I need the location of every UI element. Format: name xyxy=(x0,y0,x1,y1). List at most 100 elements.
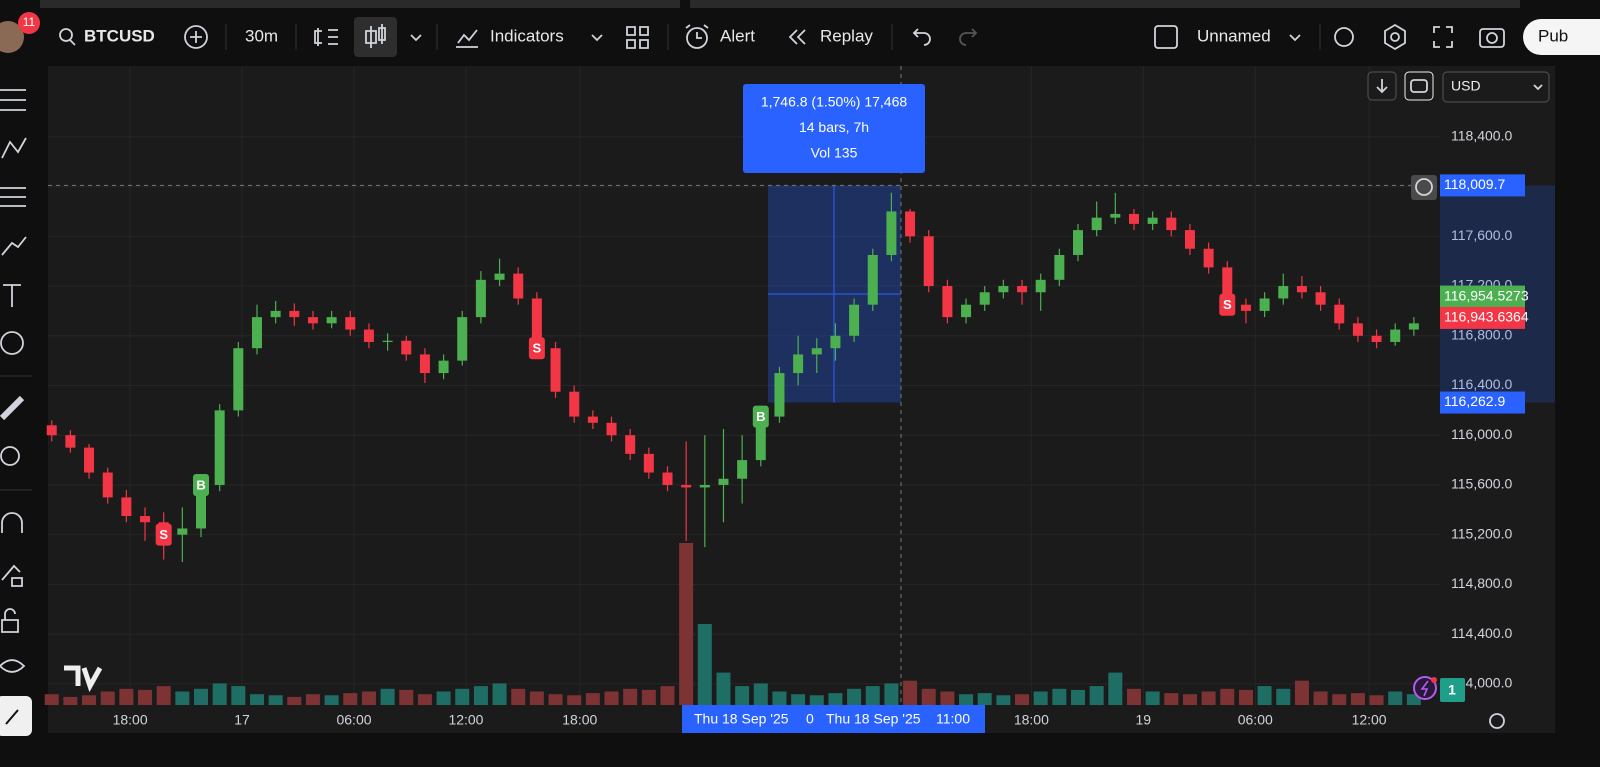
candle-body xyxy=(699,484,710,488)
fullscreen[interactable] xyxy=(1433,26,1453,48)
text-tool[interactable] xyxy=(3,284,21,307)
layout-name[interactable]: Unnamed xyxy=(1197,26,1271,45)
candle-body xyxy=(1035,279,1046,293)
candle-body xyxy=(1222,267,1233,305)
crosshair-tool[interactable] xyxy=(0,89,26,111)
bars-icon[interactable] xyxy=(314,28,338,46)
lock-tool[interactable] xyxy=(1,608,19,633)
volume-bar xyxy=(1276,688,1291,705)
candle-body xyxy=(1334,304,1345,324)
candle-body xyxy=(606,422,617,436)
candle-body xyxy=(923,236,934,287)
candle-body xyxy=(793,354,804,374)
signal-marker xyxy=(155,523,172,546)
crosshair-add xyxy=(1415,178,1433,196)
ruler-tool[interactable] xyxy=(0,395,25,421)
measure-tooltip xyxy=(743,84,925,173)
volume-bar xyxy=(828,693,843,705)
candle-body xyxy=(233,348,244,411)
currency-select[interactable] xyxy=(1442,71,1550,103)
interval[interactable]: 30m xyxy=(245,26,278,45)
volume-bar xyxy=(1015,694,1030,705)
undo[interactable] xyxy=(912,28,931,46)
volume-bar xyxy=(809,695,824,705)
candle-icon xyxy=(365,24,386,48)
publish[interactable]: Pub xyxy=(1538,26,1568,45)
volume-bar xyxy=(1126,688,1141,705)
chevron[interactable] xyxy=(591,34,603,42)
candle-body xyxy=(886,211,897,255)
candle-body xyxy=(270,310,281,318)
trend-tool[interactable] xyxy=(1,137,27,159)
volume-bar xyxy=(548,694,563,705)
volume-bar xyxy=(567,695,582,705)
publish-button[interactable] xyxy=(1523,19,1600,55)
volume-bar xyxy=(679,543,694,705)
measure-text: 14 bars, 7h xyxy=(799,119,869,135)
volume-bar xyxy=(100,691,115,705)
chevron[interactable] xyxy=(410,34,422,42)
volume-bar xyxy=(492,683,507,705)
templates-icon[interactable] xyxy=(626,26,649,49)
sync-button[interactable] xyxy=(1404,71,1434,101)
settings xyxy=(1390,32,1400,42)
link-button[interactable] xyxy=(0,696,32,736)
x-tick-label: 12:00 xyxy=(1352,712,1387,728)
hide-tool[interactable] xyxy=(0,659,26,673)
axis-settings[interactable] xyxy=(1489,713,1505,729)
settings[interactable] xyxy=(1384,23,1406,51)
fib-tool[interactable] xyxy=(0,187,26,207)
symbol[interactable]: BTCUSD xyxy=(84,26,155,45)
indicators[interactable]: Indicators xyxy=(490,26,564,45)
replay-icon[interactable] xyxy=(788,29,806,45)
lock-drawings[interactable] xyxy=(1,564,23,587)
volume-bar xyxy=(1406,694,1421,705)
volume-bar xyxy=(1182,694,1197,705)
avatar[interactable] xyxy=(0,21,24,53)
volume-bar xyxy=(417,694,432,705)
volume-bar xyxy=(82,695,97,705)
volume-bar xyxy=(455,688,470,705)
add-symbol[interactable] xyxy=(184,25,208,49)
chevron[interactable] xyxy=(1289,34,1301,42)
x-tick-label: 18:00 xyxy=(562,712,597,728)
indicators-icon[interactable] xyxy=(456,29,478,48)
candle-body xyxy=(830,335,841,349)
alert[interactable]: Alert xyxy=(720,26,755,45)
volume-bar xyxy=(697,624,712,705)
zoom-tool[interactable] xyxy=(0,446,20,466)
magnet-tool[interactable] xyxy=(1,512,23,533)
quick-search[interactable] xyxy=(1334,27,1354,47)
candle-body xyxy=(251,317,262,349)
replay[interactable]: Replay xyxy=(820,26,873,45)
candle-body xyxy=(1390,329,1401,342)
volume-bar xyxy=(847,688,862,705)
y-tick-label: 115,600.0 xyxy=(1451,476,1512,492)
currency[interactable]: USD xyxy=(1451,78,1481,94)
layout-icon[interactable] xyxy=(1154,25,1178,49)
candle-body xyxy=(1408,323,1419,330)
alerts-badge[interactable] xyxy=(1440,678,1465,702)
candle-body xyxy=(1091,217,1102,231)
alerts-icon[interactable] xyxy=(1413,676,1437,700)
brush-tool[interactable] xyxy=(1,236,27,256)
candle-body xyxy=(46,425,57,436)
chart-panel xyxy=(48,66,1555,733)
candle-body xyxy=(1278,286,1289,299)
x-tick-label: 12:00 xyxy=(448,712,483,728)
candle-body xyxy=(494,273,505,280)
crosshair-time-text: 0 xyxy=(806,711,814,727)
redo[interactable] xyxy=(959,28,978,46)
x-tick-label: 06:00 xyxy=(336,712,371,728)
alert-icon[interactable] xyxy=(686,27,708,49)
candle-body xyxy=(979,292,990,305)
candle-body xyxy=(419,354,430,374)
icon-tool[interactable] xyxy=(0,331,24,355)
search-icon[interactable] xyxy=(59,28,73,42)
volume-bar xyxy=(156,686,171,705)
signal-label: S xyxy=(1223,297,1232,312)
screenshot[interactable] xyxy=(1479,28,1505,48)
volume-bar xyxy=(959,694,974,705)
volume-bar xyxy=(903,680,918,705)
